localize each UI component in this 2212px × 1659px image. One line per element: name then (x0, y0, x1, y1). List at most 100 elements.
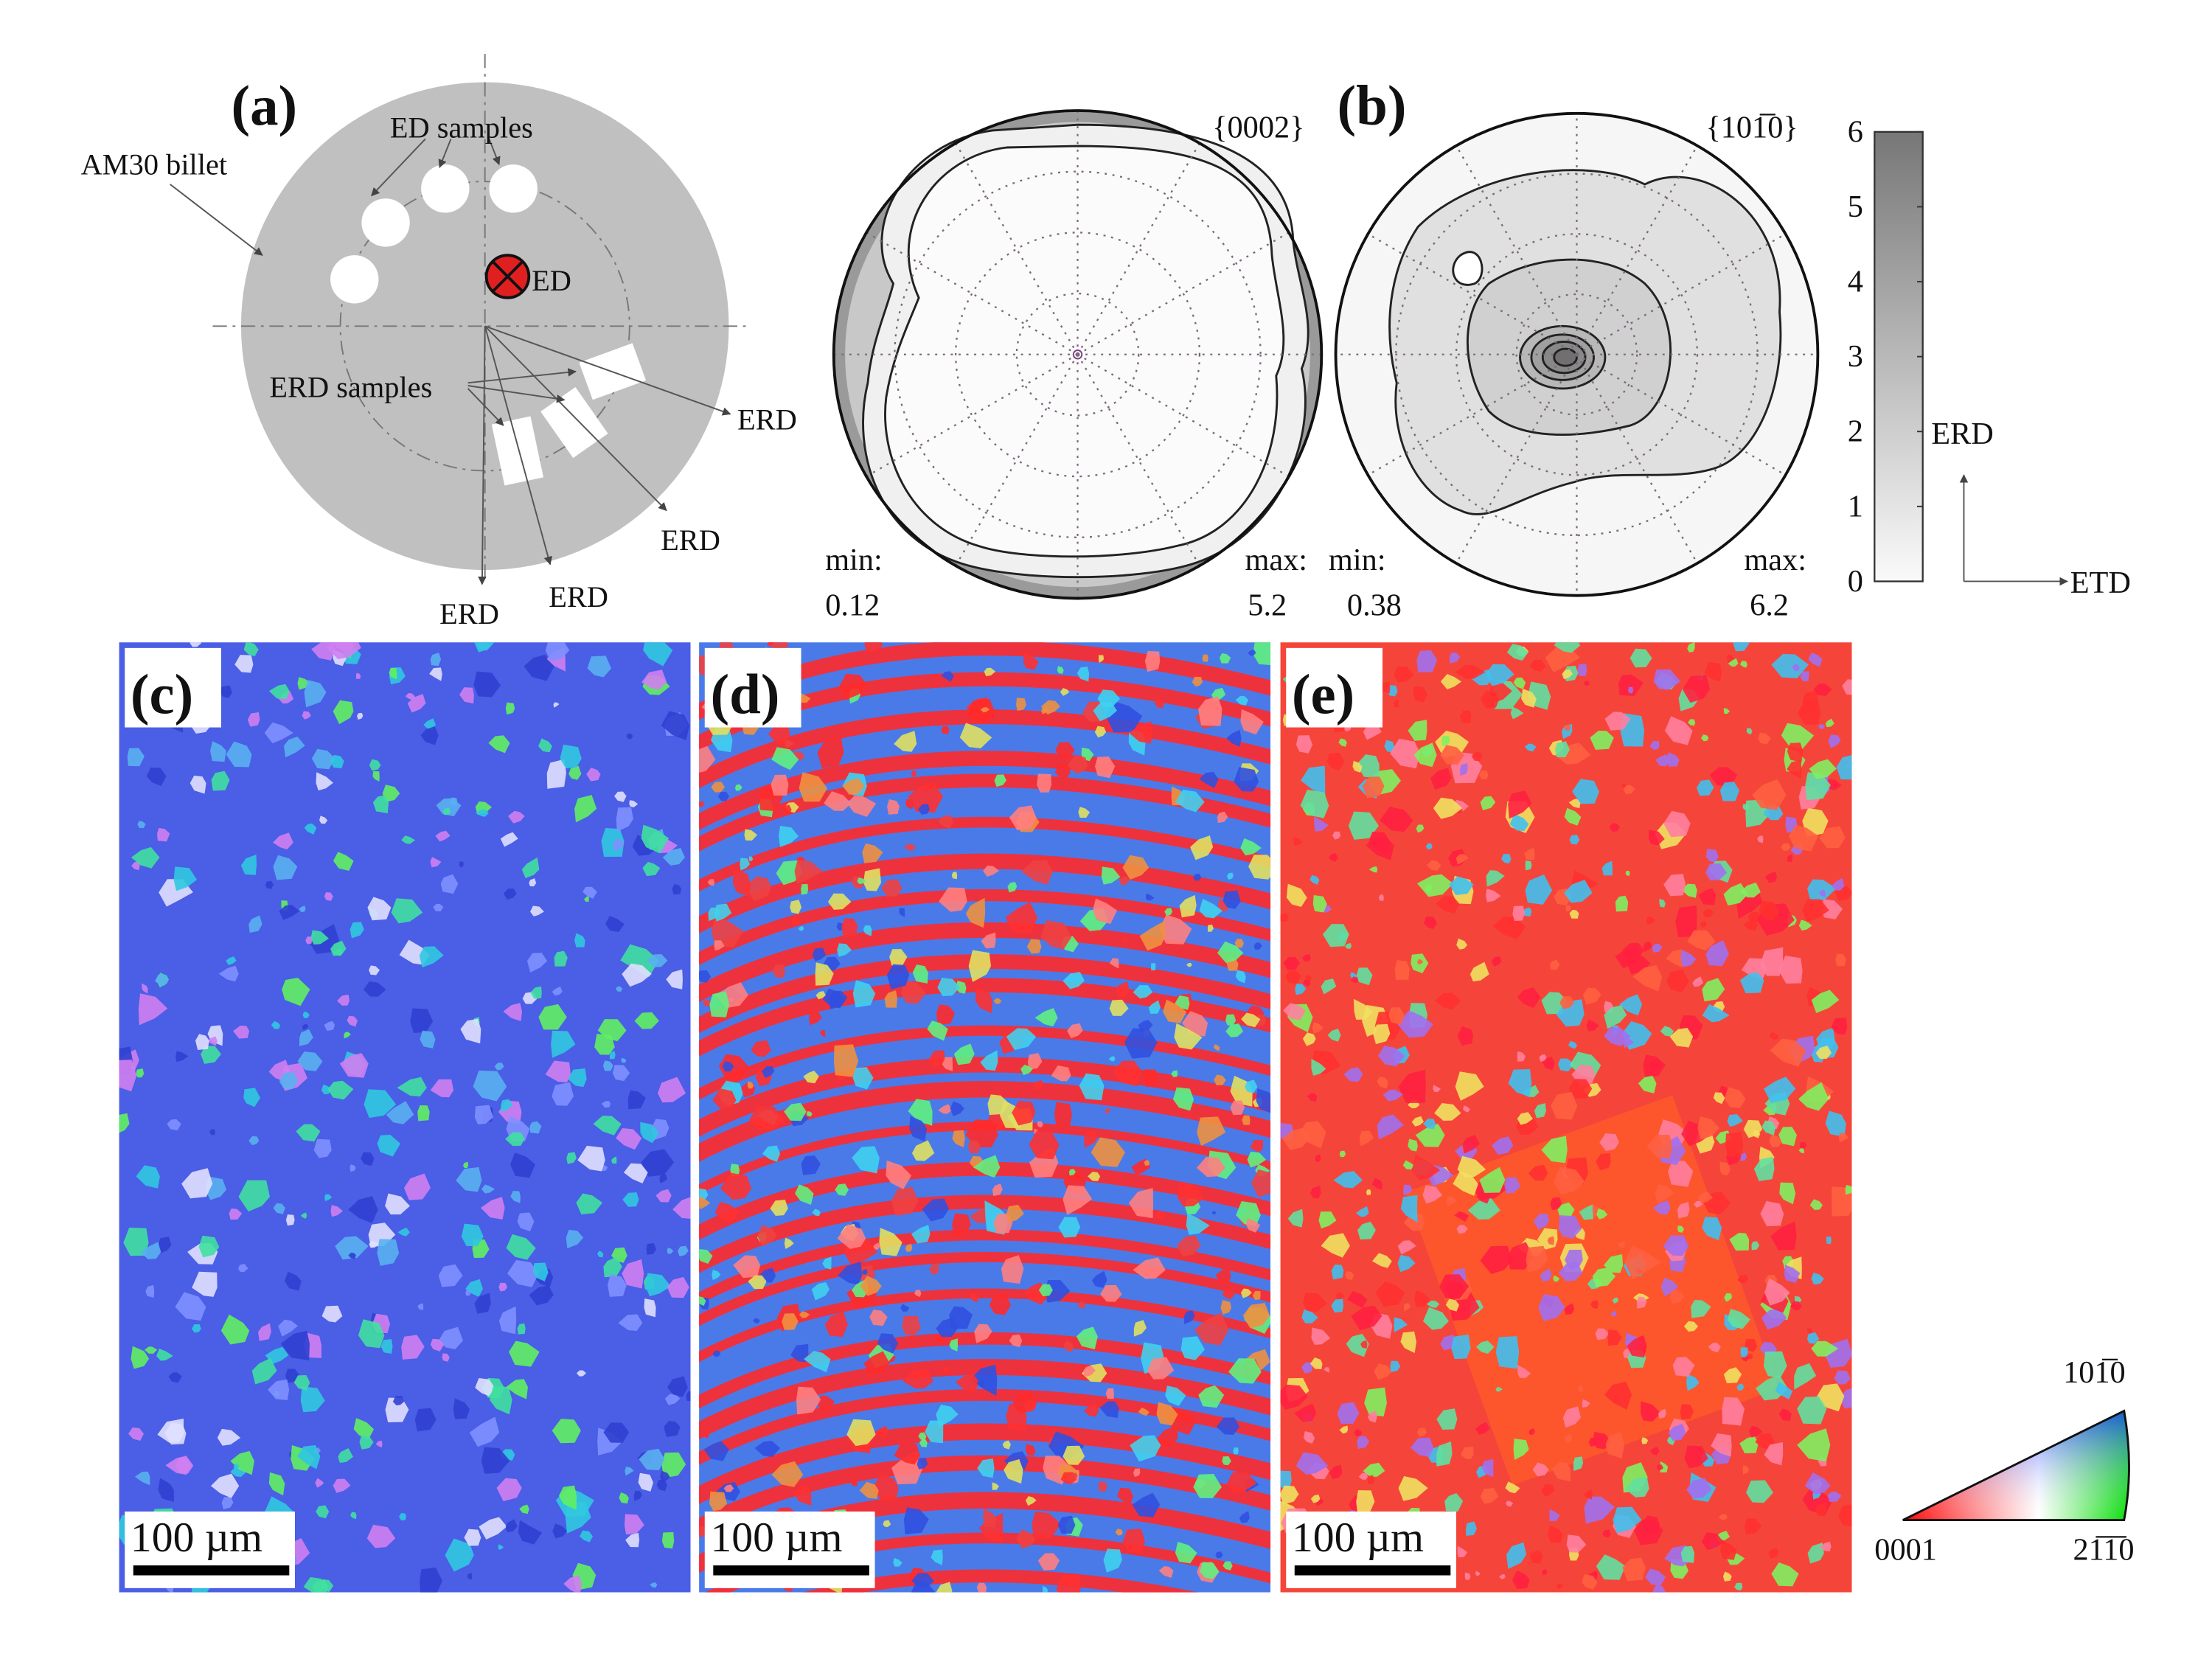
grain (435, 830, 451, 842)
grain (850, 1478, 858, 1487)
colorbar-tick-label: 4 (1848, 265, 1863, 299)
grain (1371, 1178, 1382, 1190)
grain (480, 1197, 505, 1220)
grain (1623, 785, 1635, 794)
grain (662, 848, 686, 866)
twin-band (671, 1604, 1309, 1659)
grain (1324, 1367, 1330, 1373)
grain (1547, 1236, 1555, 1245)
grain (1314, 816, 1329, 832)
grain (279, 905, 300, 920)
annotation: AM30 billet (81, 148, 228, 181)
grain (929, 1263, 939, 1275)
grain (622, 1259, 644, 1289)
grain (1769, 1134, 1783, 1147)
grain (1761, 1120, 1776, 1135)
grain (1402, 1160, 1414, 1170)
grain (430, 857, 442, 868)
grain (824, 1311, 848, 1338)
colorbar-tick-label: 5 (1848, 189, 1863, 224)
grain (1328, 852, 1338, 863)
grain (1122, 855, 1150, 880)
grain (1222, 1561, 1233, 1571)
grid-spoke (1455, 145, 1578, 355)
grain (1067, 755, 1088, 774)
grain (1837, 1503, 1852, 1527)
grain (1787, 742, 1804, 763)
grain (1413, 686, 1427, 703)
grain (518, 1520, 543, 1545)
grain (638, 1472, 653, 1492)
grain (218, 965, 239, 982)
grain (423, 718, 436, 730)
grain (1505, 1481, 1520, 1494)
twin-band (699, 1081, 1271, 1162)
grain (646, 1242, 656, 1255)
panel-label: (a) (231, 74, 297, 137)
grain (815, 991, 826, 1000)
grain (1240, 838, 1262, 856)
grain (532, 1262, 549, 1281)
grain (1301, 765, 1326, 796)
grain (1663, 874, 1686, 897)
grain (230, 1450, 254, 1475)
grain (1133, 1468, 1141, 1478)
grain (800, 883, 809, 895)
grain (1222, 890, 1241, 909)
grain (1009, 1334, 1023, 1348)
grain (1408, 1138, 1418, 1152)
grain (1233, 1447, 1239, 1455)
grain (1759, 947, 1784, 976)
grain (1362, 776, 1385, 799)
grain (616, 807, 633, 832)
grain (1705, 863, 1727, 881)
grain (1565, 905, 1571, 912)
grain (943, 1366, 950, 1374)
grain (1586, 1019, 1599, 1032)
grain (136, 1165, 160, 1189)
grain (624, 1514, 644, 1535)
grain (1827, 1491, 1842, 1503)
grain (1806, 1327, 1813, 1334)
grain (1686, 1374, 1700, 1391)
grain (155, 974, 168, 986)
grain (1595, 1328, 1610, 1340)
grain (1159, 914, 1192, 945)
grain (1217, 897, 1229, 912)
grain (1510, 706, 1524, 720)
grain (1329, 1464, 1343, 1480)
min-value: 0.12 (825, 588, 880, 623)
grain (1826, 778, 1842, 790)
grain (1819, 890, 1826, 898)
grain (1303, 1430, 1315, 1444)
grain (1538, 1294, 1565, 1321)
grain (1550, 959, 1560, 970)
grain (1062, 1185, 1093, 1215)
grain (1213, 1044, 1220, 1051)
grain (430, 1079, 454, 1098)
grain (1548, 1525, 1563, 1543)
grain (369, 1241, 380, 1248)
grain (1077, 1301, 1086, 1309)
grain (1377, 1077, 1388, 1089)
grain (1563, 724, 1571, 731)
grain (1067, 1023, 1083, 1039)
grain (992, 1482, 999, 1490)
grain (1728, 658, 1739, 667)
grain (134, 1471, 150, 1486)
grain (1759, 900, 1780, 921)
grain (1604, 1381, 1632, 1410)
grain (1226, 1471, 1257, 1494)
grain (1825, 718, 1834, 727)
grain (1057, 666, 1064, 675)
grain (496, 1478, 522, 1502)
grain (1794, 1363, 1817, 1390)
grid-spoke (955, 142, 1079, 355)
grain (519, 1504, 529, 1514)
grain (333, 1478, 351, 1493)
label-box (704, 647, 801, 728)
grain (1132, 1492, 1161, 1517)
grid-spoke (955, 354, 1079, 566)
grain (1058, 1217, 1081, 1238)
